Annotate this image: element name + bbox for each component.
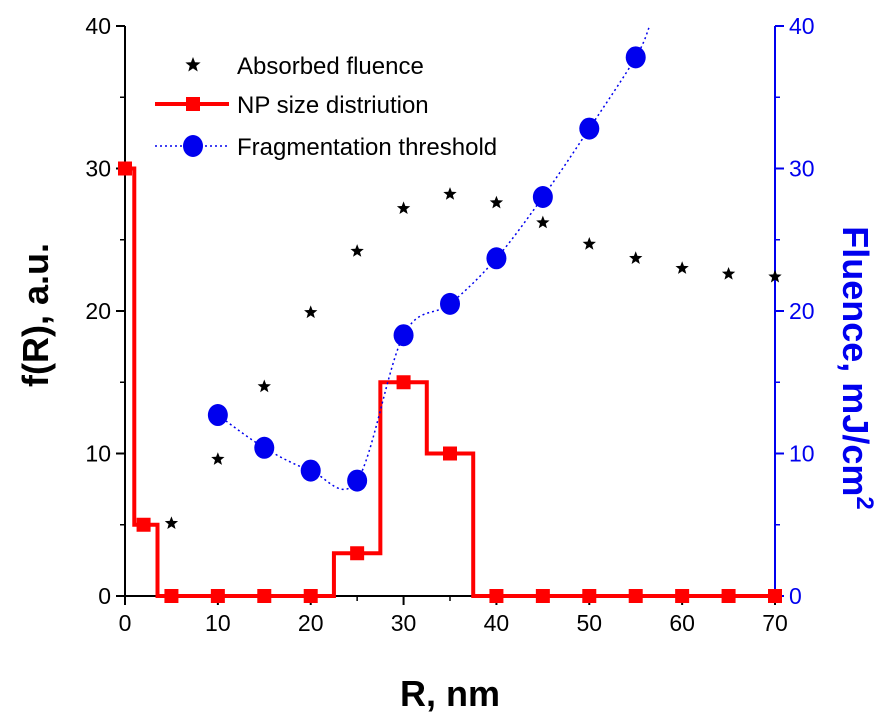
size-distribution-point bbox=[210, 589, 225, 603]
absorbed-fluence-point bbox=[257, 379, 271, 393]
y-axis-left: 0 10 20 30 40 bbox=[85, 13, 125, 609]
absorbed-fluence-point bbox=[489, 195, 504, 209]
absorbed-fluence-point bbox=[396, 201, 411, 215]
absorbed-fluence-point bbox=[443, 187, 457, 200]
size-distribution-point bbox=[136, 517, 151, 532]
size-distribution-point bbox=[118, 161, 132, 176]
y-axis-right-title-main: Fluence, mJ/cm bbox=[835, 226, 876, 496]
series-absorbed-fluence bbox=[164, 187, 782, 529]
size-distribution-point bbox=[350, 546, 365, 561]
legend-absorbed-fluence: Absorbed fluence bbox=[185, 53, 424, 80]
series-np-size-distribution bbox=[118, 161, 782, 603]
size-distribution-point bbox=[721, 589, 736, 603]
size-distribution-point bbox=[582, 589, 597, 603]
x-tick-label: 40 bbox=[484, 610, 510, 636]
series-fragmentation-threshold bbox=[207, 25, 651, 492]
size-distribution-point bbox=[164, 589, 179, 603]
y-right-tick-label: 0 bbox=[789, 583, 802, 609]
legend-fragmentation-threshold: Fragmentation threshold bbox=[155, 134, 497, 161]
x-tick-label: 30 bbox=[391, 610, 417, 636]
svg-text:Fluence, mJ/cm2: Fluence, mJ/cm2 bbox=[835, 226, 878, 509]
absorbed-fluence-point bbox=[536, 215, 550, 229]
x-tick-label: 70 bbox=[762, 610, 788, 636]
absorbed-fluence-point bbox=[304, 305, 318, 319]
x-tick-label: 50 bbox=[576, 610, 602, 636]
absorbed-fluence-point bbox=[582, 237, 596, 250]
absorbed-fluence-point bbox=[721, 266, 736, 280]
fragmentation-point bbox=[532, 186, 553, 208]
y-right-tick-label: 40 bbox=[789, 13, 815, 39]
absorbed-fluence-point bbox=[164, 516, 179, 529]
legend-star-marker bbox=[185, 57, 201, 72]
legend-label: Fragmentation threshold bbox=[237, 134, 497, 161]
y-right-tick-label: 10 bbox=[789, 441, 815, 467]
legend-label: NP size distriution bbox=[237, 92, 429, 119]
size-distribution-point bbox=[489, 589, 504, 603]
y-axis-right-title: Fluence, mJ/cm2 bbox=[835, 226, 878, 509]
legend-square-marker bbox=[186, 97, 200, 111]
absorbed-fluence-point bbox=[629, 251, 643, 264]
y-left-tick-label: 0 bbox=[98, 583, 111, 609]
legend-np-size-distribution: NP size distriution bbox=[155, 92, 429, 119]
absorbed-fluence-point bbox=[768, 269, 782, 283]
legend-circle-marker bbox=[183, 135, 203, 157]
y-right-tick-label: 30 bbox=[789, 156, 815, 182]
size-distribution-point bbox=[257, 589, 272, 603]
fragmentation-point bbox=[254, 436, 275, 459]
y-axis-right: 0 10 20 30 40 bbox=[775, 13, 815, 609]
fragmentation-point bbox=[393, 324, 414, 347]
size-distribution-point bbox=[675, 589, 690, 603]
fragmentation-point bbox=[207, 404, 228, 427]
size-distribution-point bbox=[396, 375, 411, 390]
size-distribution-point bbox=[535, 589, 550, 603]
x-tick-label: 20 bbox=[298, 610, 324, 636]
y-right-tick-label: 20 bbox=[789, 298, 815, 324]
fragmentation-point bbox=[625, 46, 646, 69]
legend-label: Absorbed fluence bbox=[237, 53, 424, 80]
absorbed-fluence-point bbox=[675, 261, 689, 274]
fragmentation-point bbox=[440, 292, 460, 315]
size-distribution-point bbox=[303, 589, 318, 603]
x-axis-title: R, nm bbox=[400, 673, 500, 714]
x-tick-label: 60 bbox=[669, 610, 695, 636]
x-tick-label: 10 bbox=[205, 610, 231, 636]
size-distribution-point bbox=[768, 589, 782, 603]
series-layer bbox=[118, 25, 782, 603]
size-distribution-point bbox=[628, 589, 643, 603]
fragmentation-point bbox=[300, 459, 321, 482]
y-left-tick-label: 10 bbox=[85, 441, 111, 467]
absorbed-fluence-point bbox=[211, 452, 225, 465]
y-axis-right-title-sup: 2 bbox=[851, 496, 878, 509]
fragmentation-point bbox=[347, 469, 368, 492]
y-left-tick-label: 20 bbox=[85, 298, 111, 324]
y-left-tick-label: 30 bbox=[85, 156, 111, 182]
y-left-tick-label: 40 bbox=[85, 13, 111, 39]
size-distribution-point bbox=[443, 446, 457, 461]
legend: Absorbed fluence NP size distriution Fragm… bbox=[155, 53, 497, 161]
x-tick-label: 0 bbox=[119, 610, 132, 636]
size-distribution-step-line bbox=[125, 166, 775, 598]
y-axis-left-title: f(R), a.u. bbox=[15, 243, 56, 387]
absorbed-fluence-point bbox=[350, 244, 364, 257]
fragmentation-point bbox=[486, 247, 507, 270]
fragmentation-point bbox=[579, 117, 600, 140]
